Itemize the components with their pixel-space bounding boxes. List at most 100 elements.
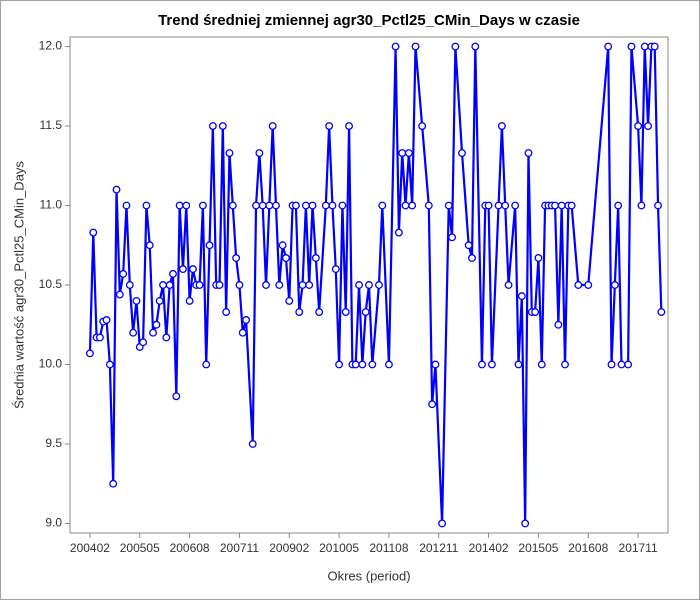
data-point bbox=[169, 269, 177, 278]
data-point bbox=[105, 360, 114, 369]
data-point bbox=[351, 360, 360, 369]
data-point bbox=[637, 201, 646, 210]
x-tick-label: 201005 bbox=[319, 541, 359, 555]
data-point bbox=[494, 201, 503, 210]
data-point bbox=[205, 241, 214, 250]
data-point bbox=[198, 201, 207, 210]
data-point bbox=[335, 360, 344, 369]
data-point bbox=[394, 228, 403, 237]
data-point bbox=[554, 320, 563, 329]
data-point bbox=[428, 400, 437, 409]
data-point bbox=[325, 122, 334, 130]
y-tick-label: 10.5 bbox=[39, 277, 63, 291]
data-point bbox=[119, 269, 128, 278]
data-point bbox=[258, 201, 267, 210]
data-point bbox=[242, 316, 251, 324]
data-point bbox=[308, 201, 317, 210]
y-tick-label: 10.0 bbox=[39, 357, 63, 371]
y-tick-label: 11.5 bbox=[40, 118, 63, 132]
data-point bbox=[112, 185, 121, 194]
data-point bbox=[345, 122, 354, 130]
y-tick-label: 9.0 bbox=[45, 516, 62, 530]
data-point bbox=[235, 281, 244, 289]
data-point bbox=[152, 320, 161, 329]
data-point bbox=[408, 201, 417, 210]
x-tick-label: 200608 bbox=[170, 541, 210, 555]
data-point bbox=[511, 201, 520, 210]
data-point bbox=[175, 201, 184, 210]
data-point bbox=[375, 281, 383, 289]
data-point bbox=[262, 281, 270, 289]
x-tick-label: 201402 bbox=[469, 541, 509, 555]
data-point bbox=[424, 201, 433, 210]
data-point bbox=[109, 479, 118, 488]
data-point bbox=[524, 149, 533, 158]
data-point bbox=[232, 254, 241, 262]
data-point bbox=[298, 281, 307, 289]
data-point bbox=[102, 316, 111, 324]
data-point bbox=[604, 42, 613, 51]
data-point bbox=[315, 308, 324, 316]
data-point bbox=[145, 241, 154, 250]
x-axis-label: Okres (period) bbox=[327, 568, 410, 583]
data-point bbox=[501, 201, 510, 210]
data-point bbox=[278, 241, 287, 250]
data-point bbox=[228, 201, 237, 210]
data-point bbox=[321, 201, 330, 210]
x-tick-label: 200711 bbox=[220, 541, 259, 555]
data-point bbox=[115, 290, 124, 299]
data-point bbox=[644, 122, 653, 130]
y-tick-label: 12.0 bbox=[39, 39, 63, 53]
data-point bbox=[85, 349, 94, 358]
x-tick-label: 201108 bbox=[369, 541, 408, 555]
data-point bbox=[610, 281, 619, 289]
data-point bbox=[444, 201, 453, 210]
data-point bbox=[514, 360, 523, 369]
data-point bbox=[255, 149, 264, 158]
data-point bbox=[358, 360, 367, 369]
data-point bbox=[378, 201, 387, 210]
data-point bbox=[252, 201, 260, 210]
data-point bbox=[139, 338, 148, 347]
data-point bbox=[125, 281, 134, 289]
data-point bbox=[365, 281, 373, 289]
x-tick-label: 201211 bbox=[419, 541, 458, 555]
data-point bbox=[331, 265, 340, 274]
data-point bbox=[584, 281, 593, 289]
data-point bbox=[265, 201, 274, 210]
data-point bbox=[129, 328, 138, 337]
x-tick-label: 200402 bbox=[70, 541, 110, 555]
data-point bbox=[448, 233, 457, 242]
data-point bbox=[355, 281, 363, 289]
data-point bbox=[464, 241, 473, 250]
data-point bbox=[521, 519, 530, 528]
data-point bbox=[517, 292, 526, 301]
data-point bbox=[534, 254, 543, 262]
data-point bbox=[431, 360, 440, 369]
data-point bbox=[471, 42, 480, 51]
data-point bbox=[640, 42, 649, 51]
data-point bbox=[624, 360, 633, 369]
data-point bbox=[607, 360, 616, 369]
data-point bbox=[248, 440, 257, 448]
data-point bbox=[132, 296, 141, 305]
data-point bbox=[634, 122, 643, 130]
data-point bbox=[368, 360, 377, 369]
data-point bbox=[537, 360, 546, 369]
data-point bbox=[162, 333, 171, 342]
data-point bbox=[172, 392, 181, 401]
data-point bbox=[650, 42, 659, 51]
data-point bbox=[478, 360, 486, 369]
data-point bbox=[418, 122, 427, 130]
data-point bbox=[305, 281, 314, 289]
data-point bbox=[404, 149, 413, 158]
data-point bbox=[574, 281, 583, 289]
data-point bbox=[458, 149, 466, 158]
data-point bbox=[285, 296, 294, 305]
data-point bbox=[468, 254, 476, 262]
data-point bbox=[487, 360, 496, 369]
data-point bbox=[202, 360, 211, 369]
data-point bbox=[222, 308, 231, 316]
